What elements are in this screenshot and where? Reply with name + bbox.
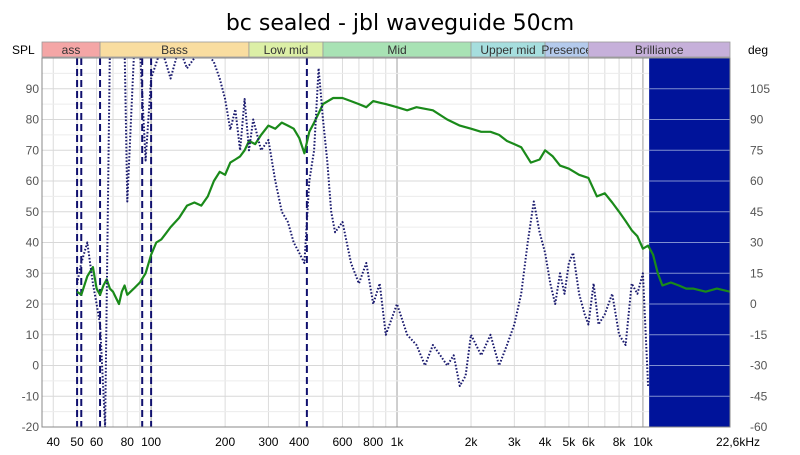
y-right-ticks: -60 -45 -30 -15 0 15 30 45 60 75 90 105: [750, 82, 770, 434]
band-label-2: Low mid: [264, 43, 309, 57]
band-label-3: Mid: [387, 43, 406, 57]
y-right-tick-0: -60: [750, 420, 768, 434]
y-right-tick-3: -15: [750, 328, 768, 342]
band-6: [587, 41, 731, 58]
x-tick-0: 40: [47, 435, 61, 449]
band-label-0: ass: [62, 43, 81, 57]
y-right-tick-1: -45: [750, 389, 768, 403]
highlight-region: [649, 58, 730, 428]
x-tick-18: 22,6kHz: [716, 435, 760, 449]
y-left-tick-3: 10: [26, 328, 40, 342]
grid-lines: [42, 58, 730, 428]
y-left-tick-5: 30: [26, 266, 40, 280]
x-tick-17: 10k: [633, 435, 653, 449]
y-right-tick-8: 60: [750, 174, 764, 188]
y-left-tick-11: 90: [26, 82, 40, 96]
chart-title: bc sealed - jbl waveguide 50cm: [226, 11, 574, 36]
band-label-6: Brilliance: [635, 43, 684, 57]
frequency-band-bar: ass Bass Low mid Mid Upper mid Presence Brilli…: [41, 41, 731, 58]
y-left-tick-6: 40: [26, 236, 40, 250]
y-left-axis-label: SPL: [12, 43, 35, 57]
x-tick-1: 50: [70, 435, 84, 449]
vertical-markers: [76, 58, 308, 427]
x-tick-16: 8k: [613, 435, 627, 449]
y-left-tick-8: 60: [26, 174, 40, 188]
series-lines: [76, 58, 730, 427]
x-tick-8: 600: [332, 435, 352, 449]
x-tick-5: 200: [215, 435, 235, 449]
y-right-tick-10: 90: [750, 113, 764, 127]
x-tick-10: 1k: [391, 435, 405, 449]
y-left-ticks: -20 -10 0 10 20 30 40 50 60 70 80 90: [22, 82, 40, 434]
y-left-tick-1: -10: [22, 389, 40, 403]
plot-frame: [41, 57, 731, 428]
band-label-4: Upper mid: [480, 43, 535, 57]
x-tick-6: 300: [258, 435, 278, 449]
x-tick-9: 800: [363, 435, 383, 449]
x-tick-14: 5k: [563, 435, 577, 449]
y-right-tick-9: 75: [750, 143, 764, 157]
y-left-tick-0: -20: [22, 420, 40, 434]
y-right-tick-11: 105: [750, 82, 770, 96]
x-tick-15: 6k: [582, 435, 596, 449]
x-tick-2: 60: [90, 435, 104, 449]
x-tick-4: 100: [141, 435, 161, 449]
y-left-tick-10: 80: [26, 113, 40, 127]
y-right-tick-6: 30: [750, 236, 764, 250]
y-left-tick-2: 0: [32, 359, 39, 373]
y-right-tick-4: 0: [750, 297, 757, 311]
y-left-tick-9: 70: [26, 143, 40, 157]
x-tick-3: 80: [121, 435, 135, 449]
x-tick-7: 400: [289, 435, 309, 449]
y-left-tick-4: 20: [26, 297, 40, 311]
x-ticks: 40 50 60 80 100 200 300 400 600 800 1k 2k 3k 4k 5k 6k 8k…: [47, 435, 760, 449]
x-tick-12: 3k: [508, 435, 522, 449]
band-label-1: Bass: [161, 43, 188, 57]
y-right-tick-2: -30: [750, 359, 768, 373]
x-tick-11: 2k: [465, 435, 479, 449]
y-right-axis-label: deg: [748, 43, 768, 57]
band-label-5: Presence: [541, 43, 592, 57]
magnitude-line: [76, 96, 730, 306]
x-tick-13: 4k: [539, 435, 553, 449]
y-right-tick-7: 45: [750, 205, 764, 219]
y-left-tick-7: 50: [26, 205, 40, 219]
y-right-tick-5: 15: [750, 266, 764, 280]
